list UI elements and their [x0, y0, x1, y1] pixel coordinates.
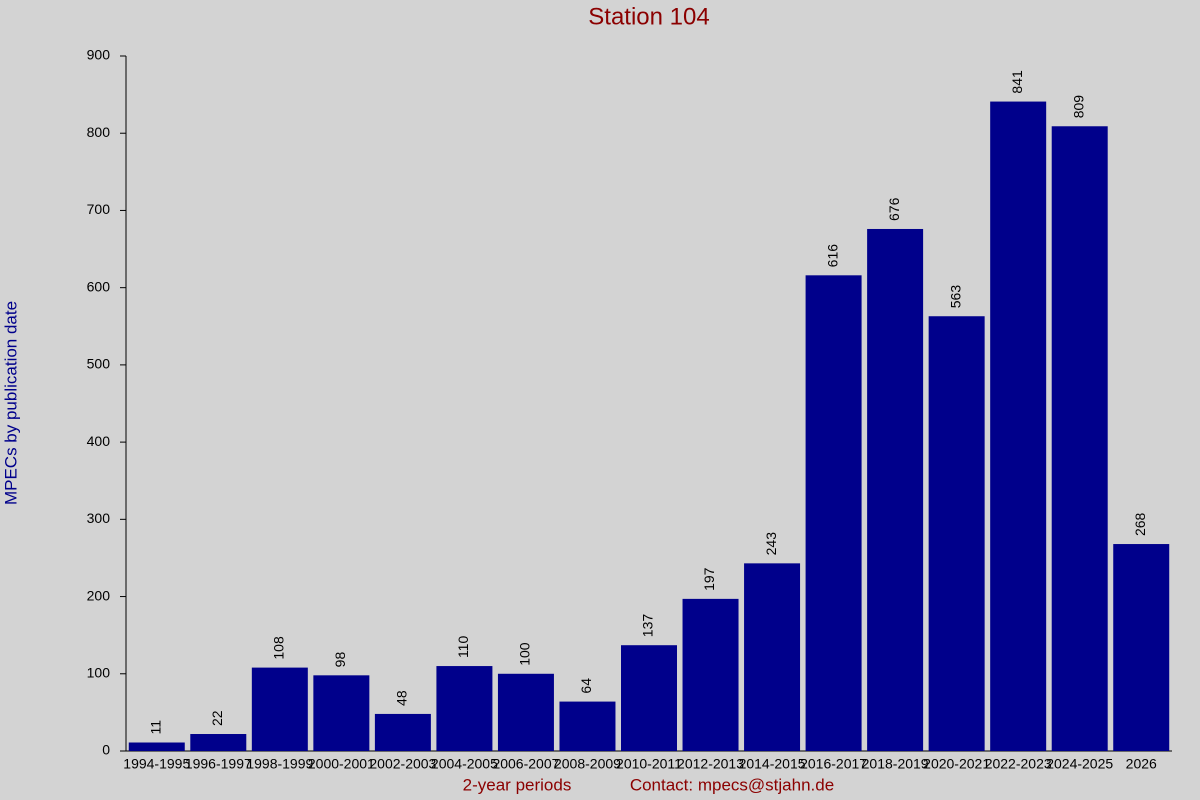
- x-tick-label: 2014-2015: [739, 756, 806, 772]
- bar: [190, 734, 247, 751]
- x-tick-label: 2026: [1126, 756, 1157, 772]
- x-tick-label: 2000-2001: [308, 756, 375, 772]
- y-tick-label: 700: [87, 201, 111, 217]
- y-tick-label: 100: [87, 664, 111, 680]
- x-tick-label: 2016-2017: [800, 756, 867, 772]
- value-label: 268: [1132, 512, 1148, 536]
- value-label: 100: [517, 642, 533, 666]
- x-tick-label: 2002-2003: [369, 756, 436, 772]
- value-label: 64: [578, 678, 594, 694]
- bar: [621, 645, 677, 751]
- bar: [867, 228, 924, 751]
- bar: [313, 675, 370, 751]
- bar: [559, 701, 616, 751]
- x-tick-label: 2024-2025: [1046, 756, 1113, 772]
- y-tick-label: 200: [87, 587, 111, 603]
- value-label: 676: [886, 197, 902, 221]
- bar: [682, 598, 739, 751]
- y-tick-label: 400: [87, 433, 111, 449]
- bar: [251, 667, 308, 751]
- contact: Contact: mpecs@stjahn.de: [630, 775, 834, 794]
- bar: [990, 101, 1047, 752]
- y-tick-label: 500: [87, 356, 111, 372]
- y-tick-label: 300: [87, 510, 111, 526]
- value-label: 809: [1070, 95, 1086, 119]
- x-tick-label: 1998-1999: [246, 756, 313, 772]
- x-tick-label: 2012-2013: [677, 756, 744, 772]
- x-tick-label: 2022-2023: [985, 756, 1052, 772]
- x-tick-label: 2004-2005: [431, 756, 498, 772]
- bar: [374, 713, 431, 751]
- bar: [805, 275, 862, 751]
- value-label: 197: [701, 567, 717, 591]
- y-tick-label: 600: [87, 278, 111, 294]
- bar: [436, 666, 493, 751]
- y-tick-label: 0: [102, 742, 110, 758]
- value-label: 841: [1009, 70, 1025, 94]
- x-axis-label: 2-year periods: [463, 775, 572, 794]
- x-tick-label: 1994-1995: [123, 756, 190, 772]
- value-label: 11: [147, 720, 163, 735]
- x-tick-label: 2018-2019: [862, 756, 929, 772]
- value-label: 137: [640, 614, 656, 638]
- value-label: 563: [947, 285, 963, 309]
- chart-title: Station 104: [588, 3, 709, 30]
- y-tick-label: 900: [87, 47, 111, 63]
- value-label: 243: [763, 532, 779, 556]
- value-label: 22: [209, 710, 225, 726]
- x-tick-label: 2020-2021: [923, 756, 990, 772]
- bar: [1113, 544, 1170, 751]
- x-tick-label: 2010-2011: [616, 756, 682, 772]
- bar: [744, 563, 801, 751]
- x-tick-label: 2008-2009: [554, 756, 621, 772]
- bar: [128, 742, 185, 751]
- value-label: 48: [394, 690, 410, 706]
- y-tick-label: 800: [87, 124, 111, 140]
- x-tick-label: 1996-1997: [185, 756, 252, 772]
- bar: [928, 316, 985, 751]
- value-label: 108: [271, 636, 287, 660]
- bar: [1051, 126, 1108, 752]
- bar: [497, 673, 554, 751]
- value-label: 98: [332, 652, 348, 668]
- y-axis-label: MPECs by publication date: [1, 301, 20, 505]
- value-label: 110: [455, 636, 471, 659]
- value-label: 616: [824, 244, 840, 268]
- x-tick-label: 2006-2007: [492, 756, 559, 772]
